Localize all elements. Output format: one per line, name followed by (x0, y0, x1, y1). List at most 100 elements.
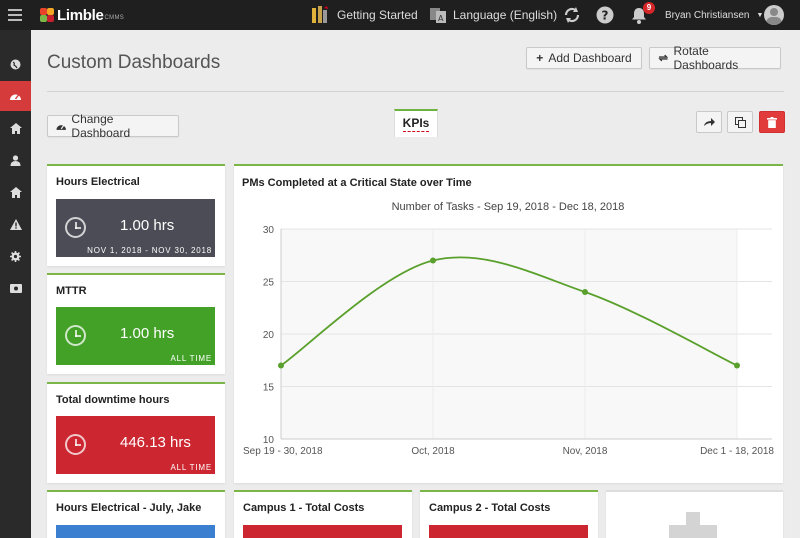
kpi-range: NOV 1, 2018 - NOV 30, 2018 (87, 246, 212, 255)
rotate-dashboards-button[interactable]: Rotate Dashboards (649, 44, 781, 72)
chart-title: PMs Completed at a Critical State over T… (242, 177, 472, 189)
dashboard-icon (10, 94, 21, 100)
tab-kpis[interactable]: KPIs (394, 109, 438, 137)
kpi-value: 446.13 hrs (120, 434, 191, 451)
delete-button[interactable] (759, 111, 785, 133)
kpi-value-box (429, 525, 588, 538)
x-tick-label: Nov, 2018 (563, 446, 608, 457)
kpi-title: MTTR (56, 285, 87, 297)
brand-sub: CMMS (104, 14, 125, 21)
clock-icon (65, 434, 86, 455)
nav-dashboard[interactable] (0, 81, 37, 111)
chart-subtitle: Number of Tasks - Sep 19, 2018 - Dec 18,… (391, 201, 625, 213)
user-icon (10, 154, 21, 166)
kpi-title: Hours Electrical - July, Jake (56, 502, 202, 514)
clock-icon (65, 325, 86, 346)
kpi-value-box: 1.00 hrs ALL TIME (56, 307, 215, 365)
home-alt-icon (9, 186, 22, 198)
getting-started-link[interactable]: Getting Started (309, 0, 418, 30)
warning-icon (9, 218, 22, 230)
brand-name: Limble (57, 6, 104, 24)
change-dashboard-button[interactable]: Change Dashboard (47, 112, 179, 140)
kpi-title: Total downtime hours (56, 394, 170, 406)
copy-button[interactable] (727, 111, 753, 133)
kpi-value-box (56, 525, 215, 538)
avatar[interactable] (764, 5, 784, 25)
add-dashboard-label: Add Dashboard (548, 51, 632, 65)
gear-icon (10, 250, 21, 262)
data-point (734, 362, 740, 369)
svg-text:A: A (438, 14, 444, 23)
kpi-title: Campus 1 - Total Costs (243, 502, 365, 514)
nav-warnings[interactable] (0, 209, 31, 239)
logo[interactable]: Limble CMMS (40, 6, 124, 24)
nav-users[interactable] (0, 145, 31, 175)
share-icon (704, 118, 715, 126)
top-bar: Limble CMMS Getting Started A Language (… (0, 0, 800, 30)
refresh-button[interactable] (563, 0, 581, 30)
trash-icon (767, 116, 777, 128)
data-point (278, 362, 284, 369)
chart-card[interactable]: PMs Completed at a Critical State over T… (234, 164, 783, 483)
copy-icon (734, 116, 746, 128)
money-icon (9, 283, 22, 293)
language-label: Language (English) (453, 8, 558, 22)
change-dashboard-label: Change Dashboard (71, 112, 131, 140)
kpi-card-hours-electrical[interactable]: Hours Electrical 1.00 hrs NOV 1, 2018 - … (47, 164, 225, 266)
nav-billing[interactable] (0, 273, 31, 303)
help-button[interactable]: ? (596, 0, 614, 30)
help-icon: ? (596, 6, 614, 24)
language-selector[interactable]: A Language (English) (429, 0, 557, 30)
notifications-button[interactable] (630, 0, 648, 30)
nav-locations[interactable] (0, 177, 31, 207)
kpi-card-total-downtime[interactable]: Total downtime hours 446.13 hrs ALL TIME (47, 382, 225, 483)
rotate-dashboards-label: Rotate Dashboards (673, 44, 739, 72)
header-divider (47, 91, 784, 92)
add-widget-card[interactable] (606, 490, 783, 538)
y-tick-label: 10 (263, 435, 275, 446)
clock-icon (65, 217, 86, 238)
dashboard-icon (56, 124, 66, 130)
language-icon: A (430, 8, 446, 23)
getting-started-label: Getting Started (337, 8, 418, 22)
kpi-title: Campus 2 - Total Costs (429, 502, 551, 514)
nav-settings[interactable] (0, 241, 31, 271)
add-dashboard-button[interactable]: + Add Dashboard (526, 47, 642, 69)
tab-kpis-label: KPIs (402, 116, 430, 132)
notifications-badge: 9 (643, 2, 655, 14)
left-nav (0, 30, 37, 538)
y-tick-label: 30 (263, 225, 275, 236)
page-title: Custom Dashboards (47, 52, 221, 73)
kpi-value: 1.00 hrs (120, 217, 175, 234)
y-tick-label: 25 (263, 278, 275, 289)
refresh-icon (564, 7, 580, 23)
svg-text:?: ? (602, 9, 609, 23)
menu-icon[interactable] (8, 9, 22, 24)
nav-globe[interactable] (0, 49, 31, 79)
home-icon (9, 122, 22, 134)
kpi-value-box (243, 525, 402, 538)
kpi-value: 1.00 hrs (120, 325, 175, 342)
user-menu[interactable]: Bryan Christiansen ▼ (665, 0, 763, 30)
kpi-card-campus-1[interactable]: Campus 1 - Total Costs (234, 490, 412, 538)
kpi-card-hours-electrical-july[interactable]: Hours Electrical - July, Jake (47, 490, 225, 538)
y-tick-label: 20 (263, 330, 275, 341)
kpi-range: ALL TIME (170, 354, 212, 363)
kpi-card-campus-2[interactable]: Campus 2 - Total Costs (420, 490, 598, 538)
kpi-value-box: 1.00 hrs NOV 1, 2018 - NOV 30, 2018 (56, 199, 215, 257)
line-chart: 10 15 20 25 30 Sep 19 - 30, 2018 Oct, 2018 Nov,… (243, 225, 774, 457)
series-line (280, 256, 738, 367)
data-point (582, 289, 588, 295)
x-tick-label: Sep 19 - 30, 2018 (243, 446, 323, 457)
share-button[interactable] (696, 111, 722, 133)
plus-icon: + (536, 51, 544, 65)
kpi-value-box: 446.13 hrs ALL TIME (56, 416, 215, 474)
kpi-card-mttr[interactable]: MTTR 1.00 hrs ALL TIME (47, 273, 225, 374)
y-tick-label: 15 (263, 383, 275, 394)
x-tick-label: Dec 1 - 18, 2018 (700, 446, 774, 457)
add-widget-plus-bar (669, 525, 717, 538)
x-tick-label: Oct, 2018 (411, 446, 455, 457)
chevron-down-icon: ▼ (756, 11, 764, 19)
nav-home[interactable] (0, 113, 31, 143)
rotate-icon (658, 54, 669, 62)
